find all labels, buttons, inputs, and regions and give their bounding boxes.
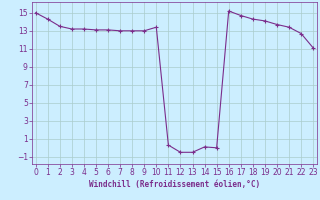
X-axis label: Windchill (Refroidissement éolien,°C): Windchill (Refroidissement éolien,°C) [89,180,260,189]
